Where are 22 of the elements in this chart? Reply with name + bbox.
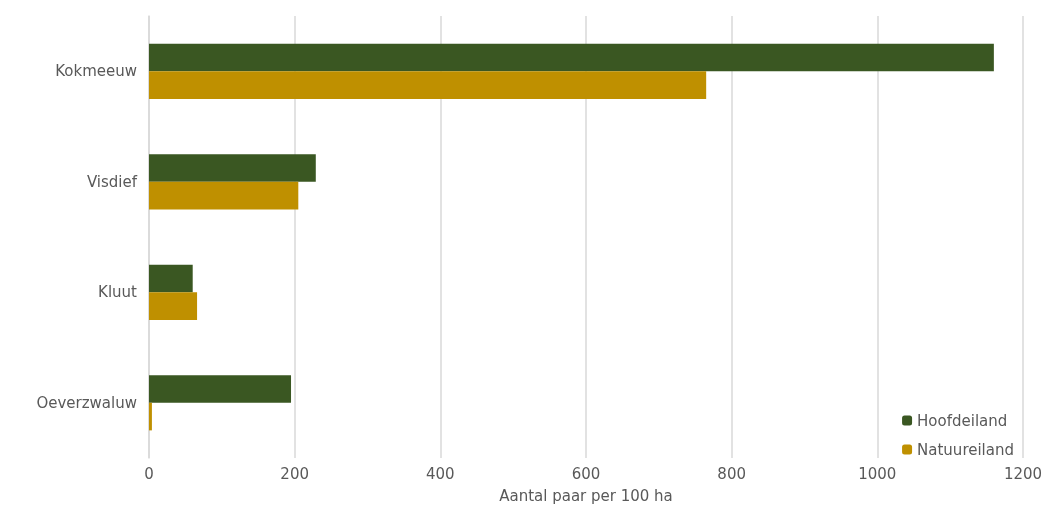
x-tick-label: 1200	[1003, 464, 1043, 483]
bar	[149, 43, 994, 72]
bar	[149, 292, 198, 320]
x-tick-label: 600	[571, 464, 601, 483]
bar	[149, 402, 152, 431]
y-tick-label: Kokmeeuw	[55, 62, 137, 81]
x-tick-label: 0	[144, 464, 154, 483]
bar	[149, 71, 707, 99]
bar	[149, 375, 292, 403]
x-tick-label: 800	[717, 464, 746, 483]
x-tick-label: 1000	[858, 464, 897, 483]
y-tick-label: Kluut	[98, 283, 138, 302]
legend-label: Hoofdeiland	[917, 411, 1008, 430]
legend-label: Natuureiland	[917, 440, 1015, 459]
y-tick-label: Visdief	[86, 172, 138, 191]
bar	[149, 181, 299, 210]
x-axis-title: Aantal paar per 100 ha	[499, 486, 673, 505]
x-tick-label: 200	[280, 464, 309, 483]
y-tick-label: Oeverzwaluw	[36, 393, 137, 412]
x-tick-label: 400	[426, 464, 455, 483]
bar	[149, 154, 316, 182]
bar	[149, 264, 193, 293]
